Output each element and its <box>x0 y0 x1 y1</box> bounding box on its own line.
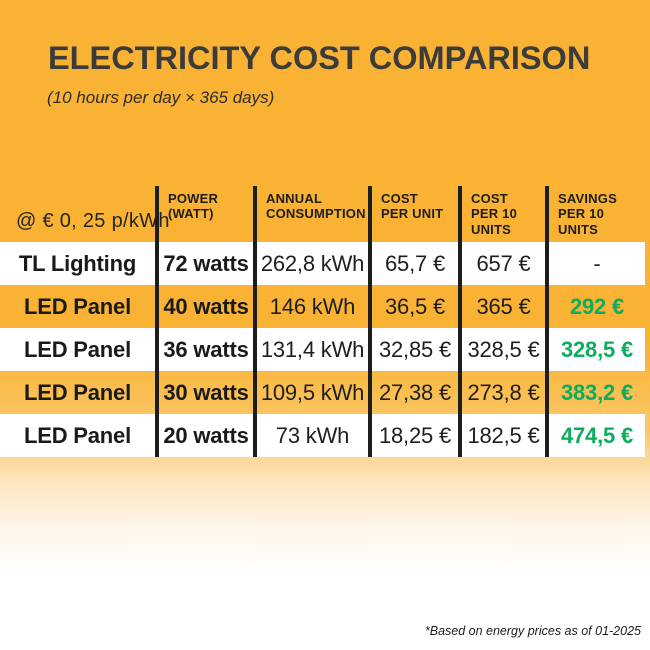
col-header-cost-per-10-units: COST PER 10 UNITS <box>458 186 545 242</box>
product-name: LED Panel <box>23 336 131 362</box>
savings-value: 383,2 € <box>545 371 645 414</box>
annual-consumption-value: 262,8 kWh <box>253 242 368 285</box>
cost-per-unit-value: 32,85 € <box>368 328 458 371</box>
product-name: LED Panel <box>23 293 131 319</box>
savings-value: 328,5 € <box>545 328 645 371</box>
cost-per-unit-value: 18,25 € <box>368 414 458 457</box>
table-header-row: @ € 0, 25 p/kWh POWER (WATT) ANNUAL CONS… <box>0 186 645 242</box>
col-header-annual-consumption: ANNUAL CONSUMPTION <box>253 186 368 242</box>
power-value: 72 watts <box>155 242 253 285</box>
savings-value: - <box>545 242 645 285</box>
col-header-cost-per-unit: COST PER UNIT <box>368 186 458 242</box>
table-row-led-40w: LED Panel 40 watts 146 kWh 36,5 € 365 € … <box>0 285 645 328</box>
table-row-led-36w: LED Panel 36 watts 131,4 kWh 32,85 € 328… <box>0 328 645 371</box>
page-title: ELECTRICITY COST COMPARISON <box>48 40 591 76</box>
annual-consumption-value: 146 kWh <box>253 285 368 328</box>
table-row-led-30w: LED Panel 30 watts 109,5 kWh 27,38 € 273… <box>0 371 645 414</box>
annual-consumption-value: 73 kWh <box>253 414 368 457</box>
power-value: 36 watts <box>155 328 253 371</box>
annual-consumption-value: 109,5 kWh <box>253 371 368 414</box>
power-value: 20 watts <box>155 414 253 457</box>
power-value: 30 watts <box>155 371 253 414</box>
power-value: 40 watts <box>155 285 253 328</box>
rate-assumption-label: @ € 0, 25 p/kWh <box>16 210 170 233</box>
savings-value: 474,5 € <box>545 414 645 457</box>
product-name: LED Panel <box>23 422 131 448</box>
savings-value: 292 € <box>545 285 645 328</box>
annual-consumption-value: 131,4 kWh <box>253 328 368 371</box>
cost-per-unit-value: 36,5 € <box>368 285 458 328</box>
cost-per-10-units-value: 273,8 € <box>458 371 545 414</box>
col-header-savings-per-10-units: SAVINGS PER 10 UNITS <box>545 186 645 242</box>
cost-per-unit-value: 65,7 € <box>368 242 458 285</box>
product-name: LED Panel <box>23 379 131 405</box>
product-name: TL Lighting <box>18 250 137 276</box>
cost-per-10-units-value: 328,5 € <box>458 328 545 371</box>
footnote: *Based on energy prices as of 01-2025 <box>424 624 641 638</box>
page-subtitle: (10 hours per day × 365 days) <box>47 88 275 107</box>
table-row-tl-lighting: TL Lighting 72 watts 262,8 kWh 65,7 € 65… <box>0 242 645 285</box>
table-row-led-20w: LED Panel 20 watts 73 kWh 18,25 € 182,5 … <box>0 414 645 457</box>
cost-per-10-units-value: 182,5 € <box>458 414 545 457</box>
cost-per-10-units-value: 657 € <box>458 242 545 285</box>
cost-per-10-units-value: 365 € <box>458 285 545 328</box>
col-header-power: POWER (WATT) <box>155 186 253 242</box>
comparison-table: @ € 0, 25 p/kWh POWER (WATT) ANNUAL CONS… <box>0 186 645 457</box>
cost-per-unit-value: 27,38 € <box>368 371 458 414</box>
